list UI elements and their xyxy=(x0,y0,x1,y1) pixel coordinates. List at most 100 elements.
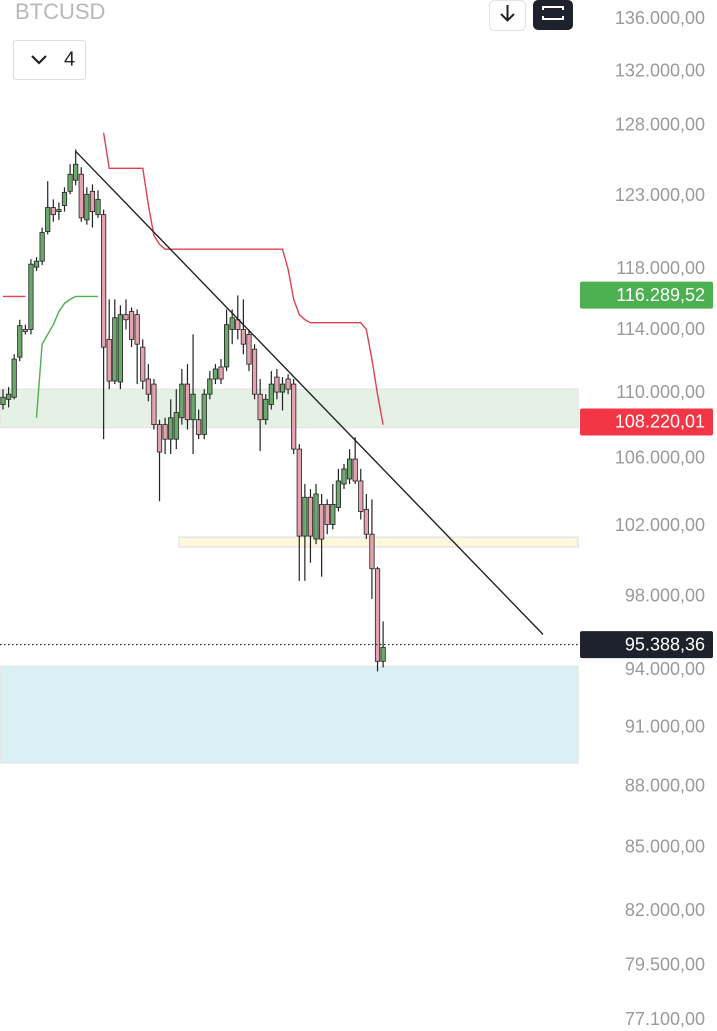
zone xyxy=(0,388,579,429)
y-tick-label: 110.000,00 xyxy=(616,382,705,402)
price-label: 116.289,52 xyxy=(616,285,705,305)
candle-body xyxy=(78,173,84,219)
candle-body xyxy=(358,480,364,512)
candle-body xyxy=(207,378,213,395)
candle-body xyxy=(5,393,12,400)
candle-body xyxy=(112,317,118,382)
candle-body xyxy=(363,508,369,535)
y-tick-label: 88.000,00 xyxy=(625,776,705,796)
zone xyxy=(0,665,579,764)
price-label: 108.220,01 xyxy=(615,412,705,432)
candle-body xyxy=(184,383,191,421)
candle-body xyxy=(319,503,325,540)
candle-body xyxy=(67,173,73,192)
plot-area xyxy=(0,132,579,764)
price-label-box xyxy=(580,631,713,659)
candle-body xyxy=(140,346,146,382)
candle-body xyxy=(229,317,235,330)
candle-body xyxy=(251,348,258,395)
candle-body xyxy=(56,209,62,213)
candle-body xyxy=(352,458,358,482)
candle-body xyxy=(341,468,347,485)
y-tick-label: 128.000,00 xyxy=(615,115,705,135)
candle-body xyxy=(285,378,291,390)
candle-body xyxy=(28,263,34,330)
candle-body xyxy=(50,207,56,216)
candle-body xyxy=(123,314,129,321)
indicator-line xyxy=(35,295,98,418)
y-tick-label: 132.000,00 xyxy=(615,60,705,80)
candle-body xyxy=(33,260,40,268)
candle-body xyxy=(380,646,386,662)
candle-body xyxy=(201,393,207,435)
y-tick-label: 114.000,00 xyxy=(616,319,705,339)
price-axis: 136.000,00 132.000,00 128.000,00 123.000,00… xyxy=(580,8,713,1029)
y-tick-label: 118.000,00 xyxy=(616,258,705,278)
candle-body xyxy=(17,325,23,358)
zone xyxy=(178,536,579,548)
y-tick-label: 91.000,00 xyxy=(625,716,705,736)
download-icon xyxy=(500,5,515,22)
candle-body xyxy=(279,383,286,393)
candle-body xyxy=(212,368,219,380)
candle-body xyxy=(274,376,280,393)
candle-body xyxy=(89,190,96,213)
candle-body xyxy=(240,329,246,345)
candle-body xyxy=(128,311,135,340)
candle-body xyxy=(335,480,342,508)
candle-body xyxy=(101,214,107,348)
candle-body xyxy=(268,383,274,405)
candle-body xyxy=(73,163,79,181)
candle-body xyxy=(291,383,297,450)
price-label-box xyxy=(580,281,713,309)
candle-body xyxy=(11,358,17,398)
candle-body xyxy=(257,393,263,421)
candle-body xyxy=(95,198,101,216)
candle-body xyxy=(196,419,202,435)
candle-body xyxy=(134,314,140,345)
chevron-icon xyxy=(31,55,47,65)
candle-body xyxy=(324,503,330,525)
fullscreen-box[interactable] xyxy=(533,0,573,30)
candle-body xyxy=(173,412,179,440)
candle-body xyxy=(302,496,308,537)
candle-body xyxy=(145,378,151,395)
y-tick-label: 98.000,00 xyxy=(625,586,705,606)
y-tick-label: 94.000,00 xyxy=(625,659,705,679)
candle-body xyxy=(61,191,68,206)
y-tick-label: 79.500,00 xyxy=(625,955,705,975)
candle-body xyxy=(39,232,45,262)
candle-body xyxy=(45,207,51,232)
y-tick-label: 85.000,00 xyxy=(625,837,705,857)
y-tick-label: 123.000,00 xyxy=(615,185,705,205)
trendline xyxy=(75,150,544,635)
candle-body xyxy=(179,383,185,419)
candle-body xyxy=(263,398,269,421)
candle-body xyxy=(374,568,381,662)
candle-body xyxy=(246,334,252,365)
y-tick-label: 77.100,00 xyxy=(625,1009,705,1029)
candle-body xyxy=(296,448,302,537)
download-button[interactable] xyxy=(489,0,526,31)
interval-button[interactable]: 4 xyxy=(13,40,86,80)
candle-body xyxy=(117,314,123,383)
candle-body xyxy=(307,496,314,537)
candle-body xyxy=(168,417,174,440)
price-label: 95.388,36 xyxy=(625,634,705,654)
candle-body xyxy=(84,193,90,221)
fullscreen-button[interactable] xyxy=(533,0,573,30)
interval-label[interactable]: 4 xyxy=(64,48,75,70)
interval-box[interactable] xyxy=(13,40,86,80)
candle-body xyxy=(223,324,230,368)
price-label-box xyxy=(580,408,713,436)
fullscreen-icon xyxy=(542,6,564,20)
candle-body xyxy=(151,383,157,425)
y-tick-label: 102.000,00 xyxy=(615,515,705,535)
y-tick-label: 82.000,00 xyxy=(625,900,705,920)
candle-body xyxy=(22,329,28,332)
y-tick-label: 106.000,00 xyxy=(615,447,705,467)
candle-body xyxy=(106,338,112,382)
y-tick-label: 136.000,00 xyxy=(615,8,705,28)
